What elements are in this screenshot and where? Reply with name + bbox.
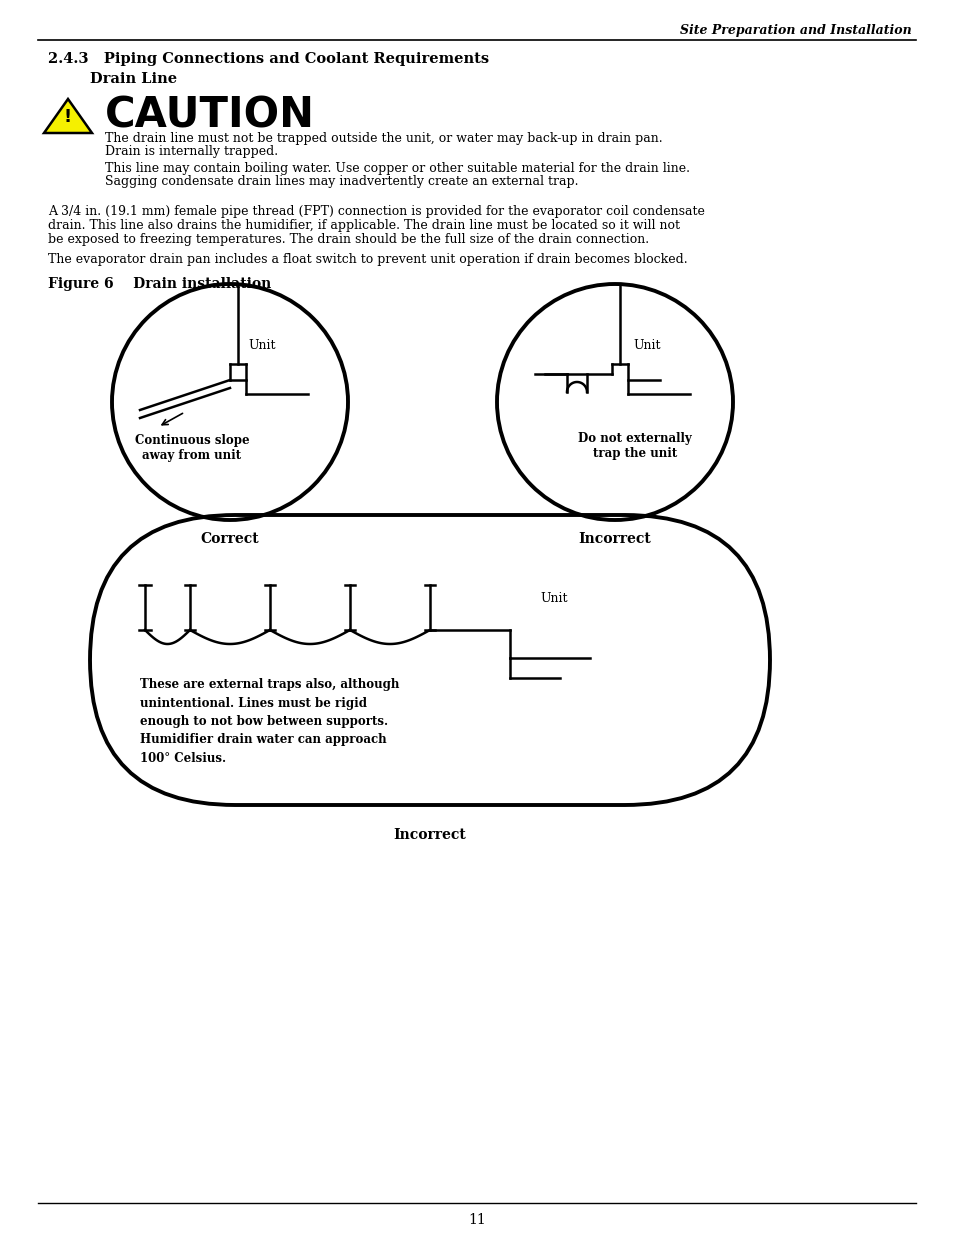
Text: be exposed to freezing temperatures. The drain should be the full size of the dr: be exposed to freezing temperatures. The…: [48, 233, 648, 246]
Text: Incorrect: Incorrect: [578, 532, 651, 546]
Text: Drain Line: Drain Line: [90, 72, 177, 86]
Text: 2.4.3   Piping Connections and Coolant Requirements: 2.4.3 Piping Connections and Coolant Req…: [48, 52, 489, 65]
Text: !: !: [64, 107, 72, 126]
Text: Unit: Unit: [633, 338, 659, 352]
Polygon shape: [44, 99, 91, 133]
Text: drain. This line also drains the humidifier, if applicable. The drain line must : drain. This line also drains the humidif…: [48, 219, 679, 232]
Text: CAUTION: CAUTION: [105, 95, 314, 137]
Text: This line may contain boiling water. Use copper or other suitable material for t: This line may contain boiling water. Use…: [105, 162, 689, 175]
Text: A 3/4 in. (19.1 mm) female pipe thread (FPT) connection is provided for the evap: A 3/4 in. (19.1 mm) female pipe thread (…: [48, 205, 704, 219]
Text: Site Preparation and Installation: Site Preparation and Installation: [679, 23, 911, 37]
Text: These are external traps also, although
unintentional. Lines must be rigid
enoug: These are external traps also, although …: [140, 678, 399, 764]
Text: Unit: Unit: [539, 592, 567, 605]
Text: The evaporator drain pan includes a float switch to prevent unit operation if dr: The evaporator drain pan includes a floa…: [48, 253, 687, 266]
Text: Correct: Correct: [200, 532, 259, 546]
Text: Unit: Unit: [248, 338, 275, 352]
Text: Incorrect: Incorrect: [394, 827, 466, 842]
Text: Figure 6    Drain installation: Figure 6 Drain installation: [48, 277, 271, 291]
Text: 11: 11: [468, 1213, 485, 1228]
Text: Do not externally
trap the unit: Do not externally trap the unit: [578, 432, 691, 459]
Text: The drain line must not be trapped outside the unit, or water may back-up in dra: The drain line must not be trapped outsi…: [105, 132, 662, 144]
Text: Sagging condensate drain lines may inadvertently create an external trap.: Sagging condensate drain lines may inadv…: [105, 175, 578, 188]
Text: Drain is internally trapped.: Drain is internally trapped.: [105, 144, 278, 158]
Text: Continuous slope
away from unit: Continuous slope away from unit: [134, 433, 249, 462]
